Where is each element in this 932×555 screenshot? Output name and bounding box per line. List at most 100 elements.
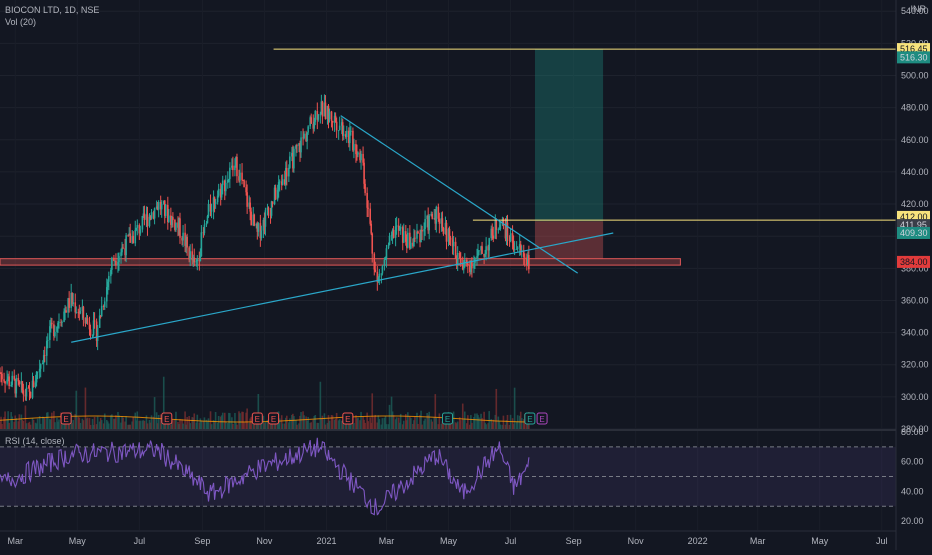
earnings-marker-box[interactable]	[60, 412, 72, 425]
earnings-marker[interactable]: E	[441, 412, 453, 425]
candle-body	[412, 242, 414, 247]
candle-body	[391, 229, 394, 235]
candle-body	[303, 133, 305, 139]
volume-bar	[404, 414, 407, 429]
earnings-marker[interactable]: E	[251, 412, 263, 425]
time-tick-label: Sep	[566, 536, 582, 546]
ascending-trendline[interactable]	[71, 232, 614, 343]
candle-body	[515, 248, 518, 250]
earnings-marker[interactable]: E	[524, 412, 536, 425]
candle-body	[476, 256, 478, 259]
volume-bar	[369, 417, 371, 429]
candle-body	[477, 251, 479, 257]
candle-body	[451, 239, 454, 247]
candle-body	[495, 220, 498, 230]
volume-bar	[82, 420, 85, 429]
candle-body	[498, 229, 501, 230]
volume-bar	[185, 424, 187, 429]
earnings-marker[interactable]: E	[536, 412, 548, 425]
candle-body	[75, 311, 78, 313]
candle-body	[397, 225, 400, 231]
volume-bar	[1, 423, 3, 429]
earnings-marker-box[interactable]	[268, 412, 280, 425]
price-axis[interactable]: 540.00520.00500.00480.00460.00440.00420.…	[895, 0, 932, 550]
candle-body	[238, 176, 240, 181]
volume-bar	[92, 424, 95, 429]
earnings-marker-box[interactable]	[441, 412, 453, 425]
volume-bar	[466, 423, 468, 429]
volume-bar	[337, 420, 340, 429]
volume-bar	[289, 418, 291, 429]
candle-body	[35, 371, 38, 383]
volume-bar	[288, 422, 290, 429]
candle-body	[115, 260, 117, 266]
candle-body	[228, 179, 230, 180]
earnings-marker-label: E	[539, 415, 544, 424]
earnings-marker[interactable]: E	[60, 412, 72, 425]
candle-body	[219, 188, 222, 198]
earnings-marker-box[interactable]	[524, 412, 536, 425]
earnings-marker[interactable]: E	[342, 412, 354, 425]
candle-body	[323, 102, 326, 117]
candle-body	[363, 162, 365, 184]
earnings-marker[interactable]: E	[161, 412, 173, 425]
volume-bar	[91, 418, 94, 429]
volume-bar	[506, 414, 509, 429]
volume-bar	[335, 412, 338, 429]
stop-zone[interactable]	[534, 221, 604, 259]
candle-body	[366, 192, 368, 208]
candle-body	[213, 197, 216, 204]
earnings-marker-label: E	[527, 415, 532, 424]
earnings-marker[interactable]: E	[268, 412, 280, 425]
time-tick-label: Jul	[876, 536, 888, 546]
candle-body	[417, 231, 419, 234]
volume-bar	[142, 420, 145, 429]
earnings-marker-box[interactable]	[536, 412, 548, 425]
candle-body	[383, 259, 386, 267]
volume-bar	[313, 416, 316, 429]
target-zone[interactable]	[534, 49, 604, 222]
volume-label[interactable]: Vol (20)	[5, 17, 37, 27]
candle-body	[229, 167, 231, 180]
volume-bar	[359, 420, 361, 429]
volume-bar	[238, 411, 240, 429]
volume-bar	[17, 421, 20, 429]
candle-body	[8, 376, 10, 387]
price-tick-label: 500.00	[901, 71, 929, 81]
volume-bar	[195, 422, 198, 429]
earnings-marker-box[interactable]	[342, 412, 354, 425]
candle-body	[430, 213, 433, 216]
candle-body	[232, 165, 234, 171]
volume-bar	[148, 419, 151, 429]
volume-bar	[146, 423, 149, 429]
descending-trendline[interactable]	[340, 115, 579, 274]
candle-body	[337, 130, 340, 132]
volume-bar	[314, 414, 317, 429]
candle-body	[185, 237, 187, 246]
earnings-marker-box[interactable]	[251, 412, 263, 425]
symbol-title[interactable]: BIOCON LTD, 1D, NSE	[5, 5, 100, 15]
volume-bar	[203, 417, 206, 429]
candle-body	[36, 371, 39, 373]
candle-body	[445, 222, 448, 242]
volume-bar	[384, 416, 387, 429]
candle-body	[401, 227, 404, 243]
volume-bar	[501, 424, 504, 429]
volume-bar	[136, 411, 139, 429]
volume-bar	[473, 417, 475, 429]
drawings-layer[interactable]	[71, 48, 896, 343]
support-zone[interactable]	[0, 258, 681, 266]
volume-bar	[31, 418, 34, 429]
rsi-label[interactable]: RSI (14, close)	[5, 436, 65, 446]
volume-bar	[85, 418, 88, 429]
time-axis[interactable]: Mar May Jul Sep Nov 2021 Mar May Jul Sep Nov 2022 Ma…	[0, 530, 896, 546]
earnings-marker-box[interactable]	[161, 412, 173, 425]
candle-body	[200, 232, 203, 256]
volume-bar	[42, 417, 45, 429]
candle-body	[509, 233, 512, 242]
volume-bar	[182, 423, 184, 429]
volume-bar	[189, 423, 191, 429]
